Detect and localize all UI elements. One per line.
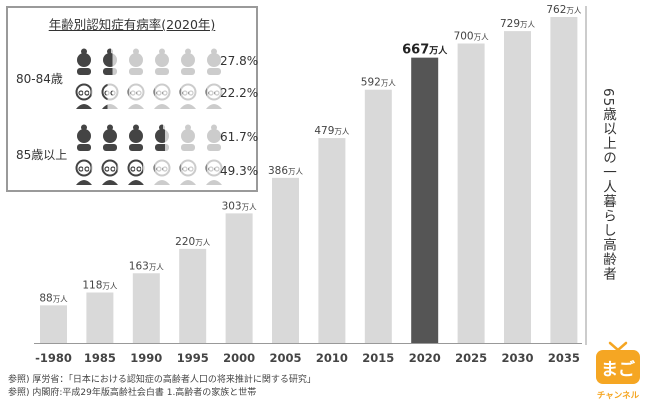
icon-row-male-80-84 [72,82,226,110]
x-tick-2035: 2035 [548,351,580,365]
icon-row-female-85-plus [72,124,226,152]
x-tick-2020: 2020 [409,351,441,365]
female-person-icon [155,124,169,151]
bar-1990 [132,273,160,343]
male-person-icon [179,159,197,185]
bar-1985 [86,292,114,343]
percent-female-85-plus: 61.7% [220,130,259,144]
value-label-2015: 592万人 [361,77,397,89]
x-tick-1995: 1995 [177,351,209,365]
bar-2000 [225,213,253,343]
x-tick-1990: 1990 [130,351,162,365]
male-person-icon [75,83,93,109]
group-label-80-84: 80-84歳 [16,72,63,86]
source-note-1: 参照) 厚労省：「日本における認知症の高齢者人口の将来推計に関する研究」 [8,375,316,385]
bar-2020 [411,57,439,344]
male-person-icon [205,83,223,109]
bar-2035 [550,17,578,343]
male-person-icon [153,83,171,109]
female-person-icon [129,124,143,151]
female-person-icon [207,48,221,75]
value-label-2030: 729万人 [500,18,536,30]
value-label-2005: 386万人 [268,165,304,177]
female-person-icon [103,124,117,151]
male-person-icon [101,83,119,109]
value-label-1980: 88万人 [39,292,68,304]
x-tick-1980: -1980 [35,351,72,365]
bar-2030 [504,31,531,344]
bar-2005 [272,177,299,343]
icon-row-female-80-84 [72,48,226,76]
male-person-icon [205,159,223,185]
male-person-icon [127,159,145,185]
male-person-icon [179,83,197,109]
inset-title: 年齢別認知症有病率(2020年) [48,17,216,32]
x-tick-2000: 2000 [223,351,255,365]
x-tick-2015: 2015 [362,351,394,365]
logo-main-text: まご [601,359,636,380]
percent-male-80-84: 22.2% [220,86,259,100]
male-person-icon [153,159,171,185]
bar-1980 [40,305,67,343]
value-label-2035: 762万人 [546,4,582,16]
x-tick-2025: 2025 [455,351,487,365]
male-person-icon [101,159,119,185]
bar-2025 [457,43,485,343]
value-label-1995: 220万人 [175,236,211,248]
group-label-85-plus: 85歳以上 [16,148,68,162]
value-label-2025: 700万人 [454,31,490,43]
male-person-icon [75,159,93,185]
female-person-icon [155,48,169,75]
value-label-2010: 479万人 [314,125,350,137]
percent-male-85-plus: 49.3% [220,164,259,178]
icon-row-male-85-plus [72,158,226,186]
percent-female-80-84: 27.8% [220,54,259,68]
value-label-1985: 118万人 [82,280,118,292]
female-person-icon [103,48,117,75]
x-tick-2010: 2010 [316,351,348,365]
bar-2015 [364,89,392,343]
female-person-icon [207,124,221,151]
value-label-1990: 163万人 [129,260,165,272]
x-tick-2030: 2030 [501,351,533,365]
value-label-2020: 667万人 [402,43,448,58]
dementia-prevalence-inset: 年齢別認知症有病率(2020年) 80-84歳 27.8% 22.2% 85歳以… [6,6,258,192]
bar-2010 [318,138,346,343]
source-note-2: 参照) 内閣府:平成29年版高齢社会白書 1.高齢者の家族と世帯 [8,388,257,398]
female-person-icon [77,124,91,151]
female-person-icon [181,48,195,75]
value-label-2000: 303万人 [222,200,258,212]
x-tick-1985: 1985 [84,351,116,365]
mago-channel-logo: まご チャンネル [596,341,640,401]
logo-sub-text: チャンネル [597,390,640,401]
female-person-icon [181,124,195,151]
female-person-icon [129,48,143,75]
bar-1995 [179,248,207,343]
y-axis-label: 65歳以上の一人暮らし高齢者 [600,88,616,282]
female-person-icon [77,48,91,75]
male-person-icon [127,83,145,109]
x-tick-2005: 2005 [269,351,301,365]
